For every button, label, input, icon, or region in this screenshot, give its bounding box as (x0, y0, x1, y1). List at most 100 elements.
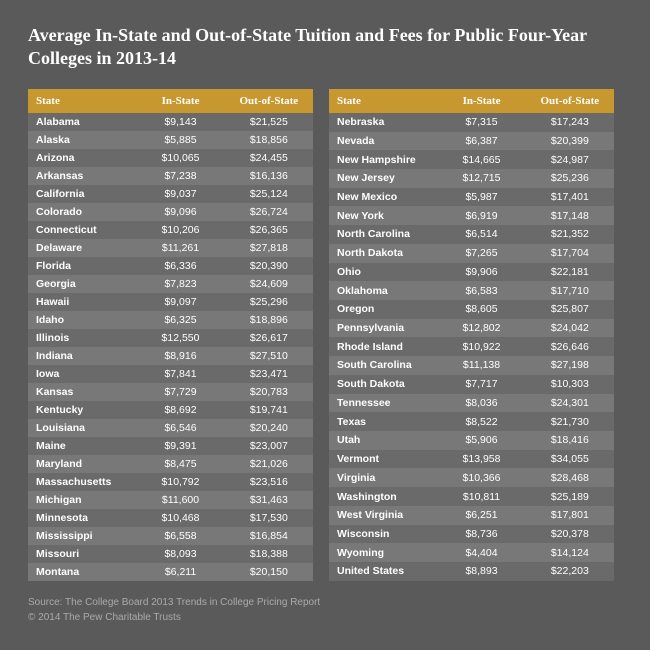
table-row: Mississippi$6,558$16,854 (28, 527, 313, 545)
cell-instate: $5,885 (136, 131, 224, 149)
cell-outstate: $23,516 (225, 473, 313, 491)
cell-state: United States (329, 562, 437, 581)
col-state: State (329, 89, 437, 113)
cell-instate: $8,692 (136, 401, 224, 419)
cell-outstate: $10,303 (526, 375, 614, 394)
table-row: Florida$6,336$20,390 (28, 257, 313, 275)
source-text: Source: The College Board 2013 Trends in… (28, 595, 622, 610)
cell-state: Tennessee (329, 394, 437, 413)
cell-state: New York (329, 206, 437, 225)
table-row: Michigan$11,600$31,463 (28, 491, 313, 509)
cell-instate: $10,922 (437, 337, 525, 356)
cell-instate: $6,387 (437, 132, 525, 151)
col-outstate: Out-of-State (225, 89, 313, 113)
cell-state: Nebraska (329, 113, 437, 132)
cell-outstate: $26,365 (225, 221, 313, 239)
cell-outstate: $20,783 (225, 383, 313, 401)
tables-container: State In-State Out-of-State Alabama$9,14… (28, 89, 622, 581)
cell-instate: $12,550 (136, 329, 224, 347)
table-row: New Hampshire$14,665$24,987 (329, 150, 614, 169)
cell-instate: $10,065 (136, 149, 224, 167)
cell-outstate: $25,296 (225, 293, 313, 311)
table-row: Iowa$7,841$23,471 (28, 365, 313, 383)
cell-outstate: $20,399 (526, 132, 614, 151)
cell-instate: $9,037 (136, 185, 224, 203)
cell-outstate: $19,741 (225, 401, 313, 419)
cell-instate: $12,715 (437, 169, 525, 188)
table-row: Tennessee$8,036$24,301 (329, 394, 614, 413)
cell-instate: $10,468 (136, 509, 224, 527)
cell-outstate: $26,617 (225, 329, 313, 347)
cell-state: New Jersey (329, 169, 437, 188)
cell-instate: $6,546 (136, 419, 224, 437)
cell-state: North Carolina (329, 225, 437, 244)
table-row: West Virginia$6,251$17,801 (329, 506, 614, 525)
table-row: Arizona$10,065$24,455 (28, 149, 313, 167)
cell-state: Arkansas (28, 167, 136, 185)
table-row: Delaware$11,261$27,818 (28, 239, 313, 257)
cell-state: Wyoming (329, 543, 437, 562)
table-row: United States$8,893$22,203 (329, 562, 614, 581)
cell-outstate: $16,136 (225, 167, 313, 185)
table-row: Oklahoma$6,583$17,710 (329, 281, 614, 300)
cell-state: Pennsylvania (329, 319, 437, 338)
cell-instate: $9,097 (136, 293, 224, 311)
cell-instate: $9,391 (136, 437, 224, 455)
cell-outstate: $25,189 (526, 487, 614, 506)
cell-outstate: $18,416 (526, 431, 614, 450)
table-row: Louisiana$6,546$20,240 (28, 419, 313, 437)
cell-state: Wisconsin (329, 525, 437, 544)
cell-state: Nevada (329, 132, 437, 151)
table-row: North Carolina$6,514$21,352 (329, 225, 614, 244)
cell-instate: $5,987 (437, 188, 525, 207)
cell-instate: $8,036 (437, 394, 525, 413)
cell-state: Massachusetts (28, 473, 136, 491)
cell-outstate: $21,730 (526, 412, 614, 431)
cell-state: Delaware (28, 239, 136, 257)
table-row: Oregon$8,605$25,807 (329, 300, 614, 319)
cell-outstate: $25,236 (526, 169, 614, 188)
table-row: Hawaii$9,097$25,296 (28, 293, 313, 311)
cell-outstate: $20,378 (526, 525, 614, 544)
cell-state: South Carolina (329, 356, 437, 375)
cell-state: West Virginia (329, 506, 437, 525)
table-row: Connecticut$10,206$26,365 (28, 221, 313, 239)
cell-instate: $7,841 (136, 365, 224, 383)
cell-instate: $7,717 (437, 375, 525, 394)
cell-instate: $10,792 (136, 473, 224, 491)
cell-state: Colorado (28, 203, 136, 221)
table-row: Montana$6,211$20,150 (28, 563, 313, 581)
tuition-table-left: State In-State Out-of-State Alabama$9,14… (28, 89, 313, 581)
cell-outstate: $17,710 (526, 281, 614, 300)
cell-outstate: $18,388 (225, 545, 313, 563)
cell-outstate: $25,807 (526, 300, 614, 319)
table-row: South Dakota$7,717$10,303 (329, 375, 614, 394)
cell-outstate: $24,609 (225, 275, 313, 293)
table-row: Alabama$9,143$21,525 (28, 113, 313, 131)
cell-outstate: $27,198 (526, 356, 614, 375)
cell-instate: $11,138 (437, 356, 525, 375)
cell-state: California (28, 185, 136, 203)
cell-outstate: $26,724 (225, 203, 313, 221)
table-row: Maryland$8,475$21,026 (28, 455, 313, 473)
cell-instate: $6,514 (437, 225, 525, 244)
table-row: Wyoming$4,404$14,124 (329, 543, 614, 562)
cell-outstate: $21,026 (225, 455, 313, 473)
cell-outstate: $17,704 (526, 244, 614, 263)
cell-state: Kansas (28, 383, 136, 401)
cell-state: Louisiana (28, 419, 136, 437)
table-row: Minnesota$10,468$17,530 (28, 509, 313, 527)
table-row: Vermont$13,958$34,055 (329, 450, 614, 469)
table-row: Idaho$6,325$18,896 (28, 311, 313, 329)
cell-state: Utah (329, 431, 437, 450)
cell-state: Alaska (28, 131, 136, 149)
cell-state: Mississippi (28, 527, 136, 545)
cell-state: Florida (28, 257, 136, 275)
table-row: Illinois$12,550$26,617 (28, 329, 313, 347)
table-row: Virginia$10,366$28,468 (329, 468, 614, 487)
cell-instate: $6,251 (437, 506, 525, 525)
cell-state: Kentucky (28, 401, 136, 419)
cell-state: Hawaii (28, 293, 136, 311)
cell-outstate: $23,007 (225, 437, 313, 455)
cell-state: Iowa (28, 365, 136, 383)
